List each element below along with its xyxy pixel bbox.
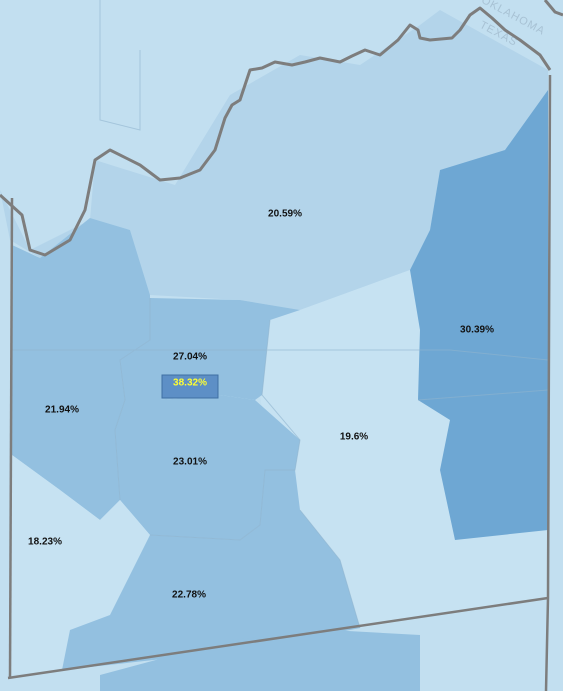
county-border-west bbox=[8, 197, 14, 679]
label-south: 22.78% bbox=[172, 589, 206, 601]
label-southwest: 18.23% bbox=[28, 536, 62, 548]
label-north: 20.59% bbox=[268, 208, 302, 220]
label-west: 21.94% bbox=[45, 404, 79, 416]
red-river-line bbox=[0, 6, 552, 257]
region-center-tract[interactable] bbox=[161, 374, 219, 399]
label-center-north: 27.04% bbox=[173, 351, 207, 363]
region-southwest[interactable] bbox=[10, 455, 150, 675]
region-center[interactable] bbox=[115, 395, 300, 540]
county-border-south bbox=[7, 596, 549, 680]
label-center-east: 19.6% bbox=[339, 431, 369, 443]
label-center: 23.01% bbox=[173, 456, 207, 468]
tract-boundaries bbox=[12, 0, 549, 629]
region-south-edge bbox=[100, 630, 420, 691]
region-south[interactable] bbox=[62, 470, 360, 670]
label-center-tract: 38.32% bbox=[173, 377, 207, 389]
region-north[interactable] bbox=[0, 10, 548, 310]
top-right-border bbox=[543, 0, 563, 17]
label-east: 30.39% bbox=[460, 324, 494, 336]
region-west[interactable] bbox=[12, 218, 150, 520]
region-east[interactable] bbox=[410, 90, 548, 540]
region-center-east[interactable] bbox=[260, 270, 548, 628]
